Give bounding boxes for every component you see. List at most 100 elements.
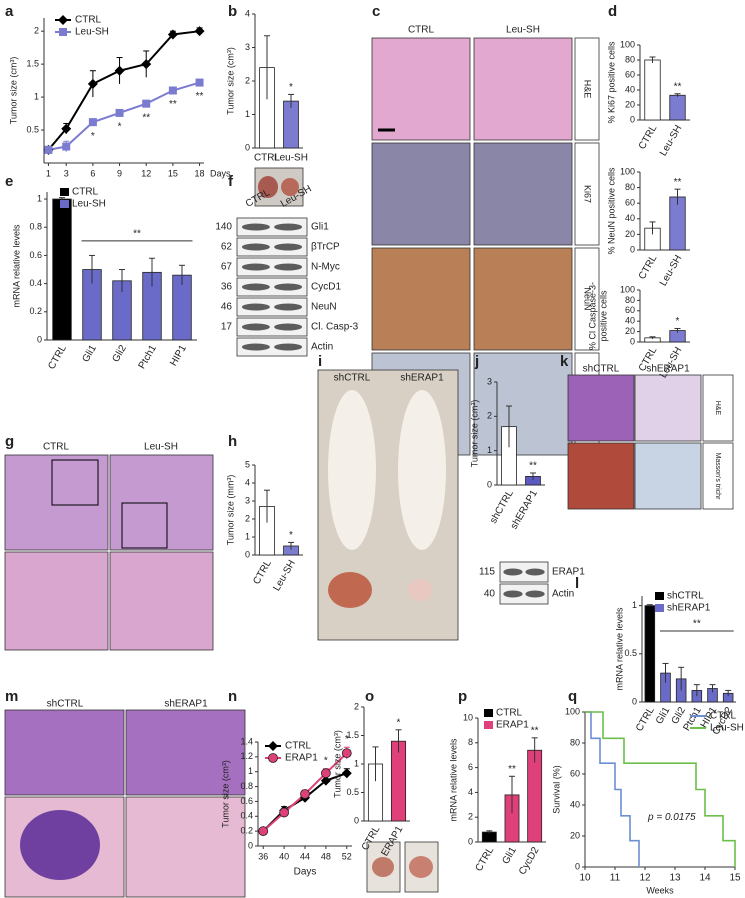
y-tick-label: 0 [468,836,473,846]
x-tick-label: Leu-SH [658,123,684,158]
row-label-box [574,247,600,351]
significance: ** [196,91,204,102]
blot-band [241,223,270,231]
y-tick-label: 40 [625,316,635,326]
protein-label: Actin [311,342,333,353]
blot-band [274,263,303,271]
y-tick-label: 0 [354,815,359,825]
y-tick-label: 2 [487,411,492,421]
panel-label: o [365,688,374,705]
legend-label: shCTRL [667,591,704,602]
legend-swatch [655,604,664,612]
y-axis-label: % Ki67 positive cells [606,41,616,124]
x-tick-label: 18 [195,168,205,178]
marker [87,78,98,89]
row-label: H&E [583,80,593,99]
y-tick-label: 80 [625,295,635,305]
y-tick-label: 1.2 [240,751,253,761]
y-tick-label: 100 [620,284,635,294]
panel-label: e [5,173,13,190]
column-label: shCTRL [334,373,371,384]
legend-swatch [60,188,69,196]
x-tick-label: 1 [46,168,51,178]
x-tick-label: 12 [639,873,651,884]
y-tick-label: 0.2 [240,826,253,836]
x-tick-label: 13 [669,873,681,884]
x-tick-label: 6 [90,168,95,178]
y-tick-label: 0 [630,336,635,346]
y-tick-label: 0 [245,549,250,559]
panel-label: q [568,688,577,705]
legend-marker [268,741,278,751]
row-label: Masson's trichr [714,453,721,501]
row-label-box [702,374,734,442]
y-tick-label: 0.4 [29,278,42,288]
y-tick-label: 40 [625,84,635,94]
y-tick-label: 0 [632,696,637,706]
blot-strip [236,337,308,357]
y-tick-label: 1 [34,91,39,101]
legend-label: CTRL [285,741,312,752]
y-tick-label: 0.8 [29,222,42,232]
histology-image [634,374,702,442]
legend-label: CTRL [496,708,523,719]
histology-image [371,37,471,141]
significance: * [345,734,349,745]
x-tick-label: CTRL [251,558,274,586]
blot-band [241,263,270,271]
molecular-weight: 140 [215,222,232,233]
blot-band [525,590,545,598]
blot-strip [236,237,308,257]
panel-label: b [228,3,237,20]
survival-curve [585,711,736,867]
column-label: CTRL [43,442,70,453]
marker [341,748,352,759]
marker [142,99,151,108]
y-tick-label: 60 [625,305,635,315]
tumor [328,572,372,608]
panel-label: d [608,3,617,20]
histology-image [473,142,573,246]
y-tick-label: 80 [625,54,635,64]
legend-marker [59,28,67,36]
protein-label: ERAP1 [552,567,585,578]
x-axis-label: Days [210,168,231,178]
y-tick-label: 1 [245,109,250,119]
y-tick-label: 80 [570,737,580,747]
y-tick-label: 5 [245,459,250,469]
molecular-weight: 36 [221,282,233,293]
y-tick-label: 1 [245,531,250,541]
column-label: Leu-SH [506,25,540,36]
y-tick-label: 60 [625,69,635,79]
marker [194,26,205,37]
tumor [281,178,299,196]
zoom-box [121,502,168,549]
histology-image [4,551,109,651]
y-axis-label: % NeuN positive cells [606,167,616,255]
y-tick-label: 40 [625,213,635,223]
x-tick-label: Ptch1 [137,343,160,371]
y-axis-label: mRNA relative levels [448,738,458,822]
blot-strip [236,297,308,317]
x-tick-label: CycD2 [517,845,542,877]
bar [481,831,497,843]
row-label: H&E [714,401,721,416]
row-label-box [574,37,600,141]
bar [52,198,72,341]
y-axis-label: mRNA relative levels [614,607,624,691]
y-tick-label: 20 [625,99,635,109]
y-axis-label: Tumor size (mm³) [225,475,235,546]
marker [279,807,290,818]
protein-label: Gli1 [311,222,329,233]
histology-image [634,442,702,510]
histology-image [567,374,635,442]
histology-image [473,352,573,456]
row-label: Ki67 [583,185,593,203]
y-tick-label: 4 [468,787,473,797]
marker [141,59,152,70]
marker [195,78,204,87]
y-tick-label: 0 [630,114,635,124]
marker [320,775,331,786]
zoom-box [51,459,99,506]
